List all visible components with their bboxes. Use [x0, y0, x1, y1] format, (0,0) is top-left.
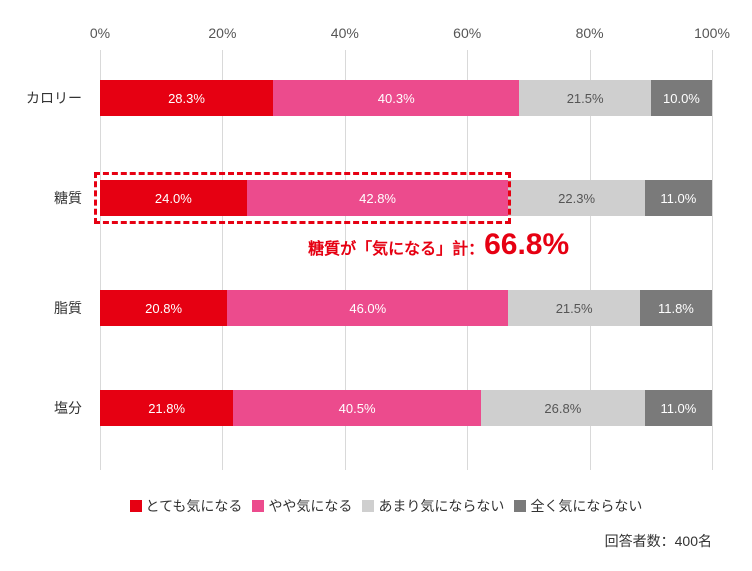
- seg-notmuch: 22.3%: [508, 180, 644, 216]
- swatch: [514, 500, 526, 512]
- swatch: [362, 500, 374, 512]
- seg-notatall: 11.0%: [645, 390, 712, 426]
- seg-very: 21.8%: [100, 390, 233, 426]
- stacked-bar: 28.3% 40.3% 21.5% 10.0%: [100, 80, 712, 116]
- callout-sugar-total: 糖質が「気になる」計：66.8%: [308, 228, 569, 262]
- row-label: 脂質: [10, 290, 90, 326]
- seg-notmuch: 21.5%: [519, 80, 650, 116]
- legend-label: 全く気にならない: [530, 496, 642, 516]
- x-tick-20: 20%: [208, 25, 236, 41]
- stacked-bar: 24.0% 42.8% 22.3% 11.0%: [100, 180, 712, 216]
- x-tick-0: 0%: [90, 25, 110, 41]
- seg-notatall: 11.8%: [640, 290, 712, 326]
- x-tick-60: 60%: [453, 25, 481, 41]
- seg-somewhat: 42.8%: [247, 180, 509, 216]
- row-label: 糖質: [10, 180, 90, 216]
- legend-label: やや気になる: [268, 496, 352, 516]
- seg-very: 24.0%: [100, 180, 247, 216]
- x-tick-80: 80%: [576, 25, 604, 41]
- bar-row-fat: 脂質 20.8% 46.0% 21.5% 11.8%: [100, 290, 712, 326]
- x-tick-40: 40%: [331, 25, 359, 41]
- gridline: [712, 50, 713, 470]
- seg-very: 20.8%: [100, 290, 227, 326]
- stacked-bar: 21.8% 40.5% 26.8% 11.0%: [100, 390, 712, 426]
- seg-somewhat: 40.3%: [273, 80, 519, 116]
- bar-row-salt: 塩分 21.8% 40.5% 26.8% 11.0%: [100, 390, 712, 426]
- seg-notatall: 11.0%: [645, 180, 712, 216]
- legend-label: あまり気にならない: [378, 496, 504, 516]
- legend-item-notatall: 全く気にならない: [514, 496, 642, 516]
- legend-item-somewhat: やや気になる: [252, 496, 352, 516]
- row-label: カロリー: [10, 80, 90, 116]
- swatch: [130, 500, 142, 512]
- callout-prefix: 糖質が「気になる」計：: [308, 241, 484, 258]
- seg-very: 28.3%: [100, 80, 273, 116]
- legend: とても気になる やや気になる あまり気にならない 全く気にならない: [50, 496, 722, 516]
- legend-item-notmuch: あまり気にならない: [362, 496, 504, 516]
- seg-notatall: 10.0%: [651, 80, 712, 116]
- seg-notmuch: 21.5%: [508, 290, 639, 326]
- callout-value: 66.8%: [484, 228, 569, 261]
- row-label: 塩分: [10, 390, 90, 426]
- respondent-count: 回答者数：400名: [605, 531, 712, 551]
- swatch: [252, 500, 264, 512]
- seg-somewhat: 46.0%: [227, 290, 508, 326]
- seg-somewhat: 40.5%: [233, 390, 481, 426]
- chart-area: 0% 20% 40% 60% 80% 100% カロリー 28.3% 40.3%…: [100, 50, 712, 470]
- bar-row-calorie: カロリー 28.3% 40.3% 21.5% 10.0%: [100, 80, 712, 116]
- stacked-bar: 20.8% 46.0% 21.5% 11.8%: [100, 290, 712, 326]
- bar-row-sugar: 糖質 24.0% 42.8% 22.3% 11.0%: [100, 180, 712, 216]
- seg-notmuch: 26.8%: [481, 390, 645, 426]
- x-axis: 0% 20% 40% 60% 80% 100%: [100, 25, 712, 45]
- legend-label: とても気になる: [146, 496, 243, 516]
- x-tick-100: 100%: [694, 25, 730, 41]
- legend-item-very: とても気になる: [130, 496, 243, 516]
